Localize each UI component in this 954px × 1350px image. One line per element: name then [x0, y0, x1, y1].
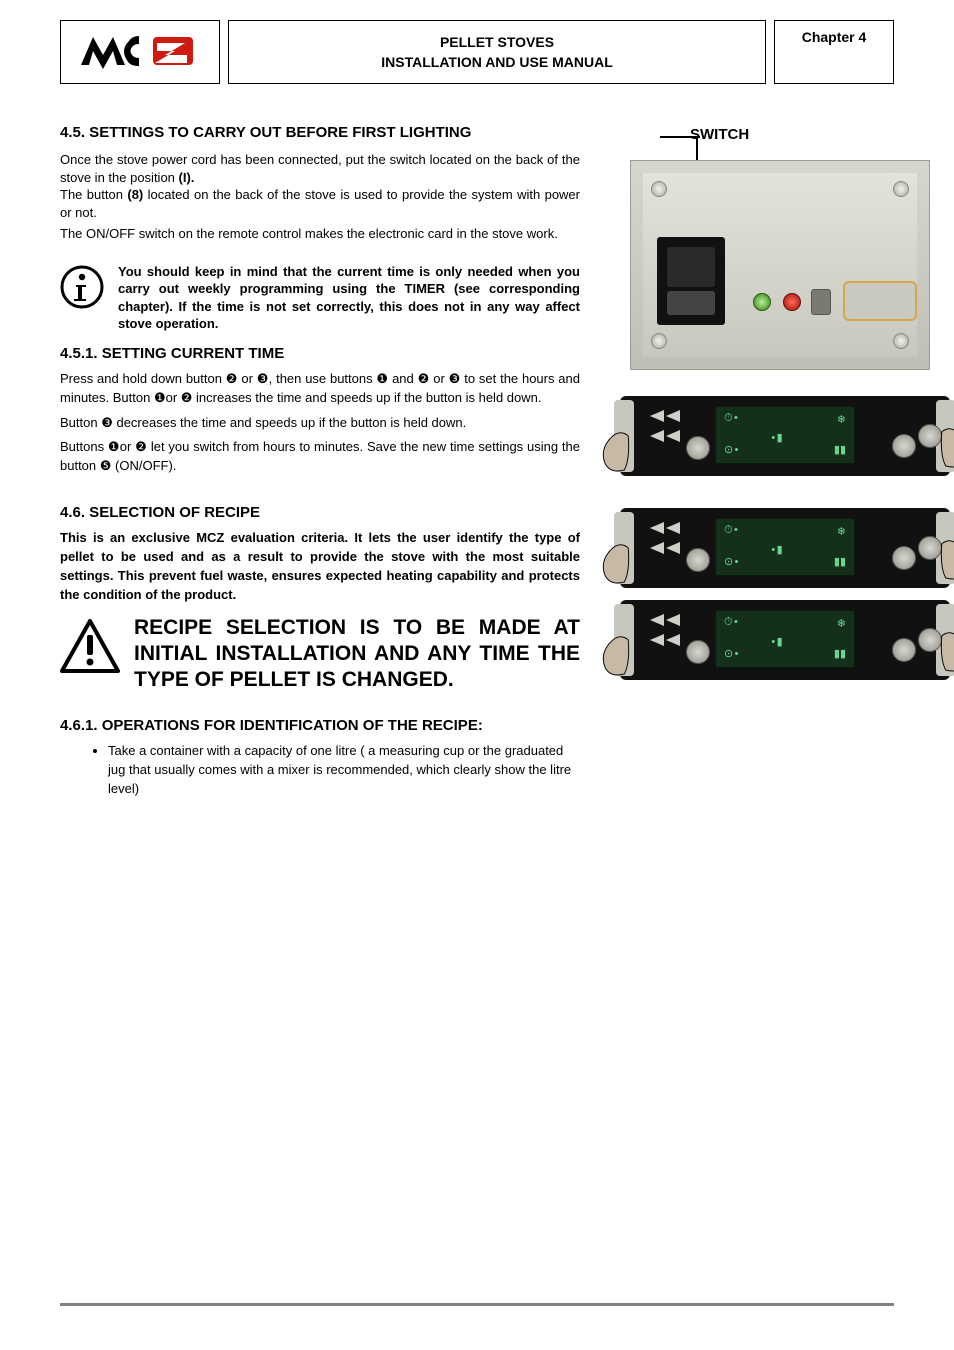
p-4-5-1: Once the stove power cord has been conne…	[60, 151, 580, 186]
power-button-icon	[892, 546, 916, 570]
header-title-1: PELLET STOVES	[239, 34, 755, 50]
hand-right-icon	[938, 626, 954, 674]
p-4-5-2: The button (8) located on the back of th…	[60, 186, 580, 221]
header-title-2: INSTALLATION AND USE MANUAL	[239, 54, 755, 70]
lcd-icon: ⏱• ❄ ⊙• ▮▮ •▮	[715, 518, 855, 576]
text: The button	[60, 187, 127, 202]
content-area: SWITCH ⏱• ❄ ⊙• ▮▮	[60, 124, 894, 799]
up-icon	[666, 522, 680, 534]
power-switch-icon	[667, 291, 715, 315]
power-button-icon	[892, 638, 916, 662]
power-socket-icon	[667, 247, 715, 287]
screw-icon	[651, 181, 667, 197]
left-column: 4.5. SETTINGS TO CARRY OUT BEFORE FIRST …	[60, 124, 580, 799]
lcd-seg-icon: ⊙•	[724, 443, 740, 457]
lcd-seg-icon: ❄	[837, 617, 846, 631]
round-button-icon	[686, 640, 710, 664]
list-item: Take a container with a capacity of one …	[108, 742, 580, 799]
panel-inner	[643, 173, 917, 357]
round-button-icon	[686, 436, 710, 460]
lcd-seg-icon: ▮▮	[834, 555, 846, 569]
lcd-seg-icon: ❄	[837, 413, 846, 427]
warning-icon	[60, 619, 120, 678]
lcd-seg-icon: •▮	[770, 543, 783, 557]
heading-4-5: 4.5. SETTINGS TO CARRY OUT BEFORE FIRST …	[60, 124, 580, 141]
remote-figure-2: ⏱• ❄ ⊙• ▮▮ •▮	[620, 508, 950, 588]
warning-note: RECIPE SELECTION IS TO BE MADE AT INITIA…	[60, 615, 580, 694]
power-button-icon	[892, 434, 916, 458]
p-4-5-3: The ON/OFF switch on the remote control …	[60, 225, 580, 243]
hand-left-icon	[594, 538, 632, 586]
lcd-seg-icon: ⊙•	[724, 647, 740, 661]
lcd-seg-icon: •▮	[770, 431, 783, 445]
fuse-icon	[811, 289, 831, 315]
screw-icon	[893, 333, 909, 349]
screw-icon	[651, 333, 667, 349]
heading-4-6-1: 4.6.1. OPERATIONS FOR IDENTIFICATION OF …	[60, 717, 580, 734]
down-icon	[666, 542, 680, 554]
remote-figure-1: ⏱• ❄ ⊙• ▮▮ •▮	[620, 396, 950, 476]
p-4-5-1-c: Buttons ❶or ❷ let you switch from hours …	[60, 438, 580, 476]
mcz-logo-icon	[79, 31, 199, 73]
up-icon	[650, 614, 664, 626]
lcd-seg-icon: ⏱•	[724, 413, 739, 425]
down-icon	[650, 430, 664, 442]
text: Once the stove power cord has been conne…	[60, 152, 580, 185]
chapter-cell: Chapter 4	[774, 20, 894, 84]
info-icon	[60, 265, 104, 314]
p-4-6-1: This is an exclusive MCZ evaluation crit…	[60, 529, 580, 604]
info-text: You should keep in mind that the current…	[118, 263, 580, 333]
header-title-cell: PELLET STOVES INSTALLATION AND USE MANUA…	[228, 20, 766, 84]
lcd-seg-icon: ⏱•	[724, 617, 739, 629]
hand-left-icon	[594, 630, 632, 678]
text-bold: (I).	[179, 170, 195, 185]
round-button-icon	[686, 548, 710, 572]
serial-port-icon	[843, 281, 917, 321]
up-icon	[666, 410, 680, 422]
info-note: You should keep in mind that the current…	[60, 263, 580, 333]
up-icon	[650, 522, 664, 534]
up-icon	[666, 614, 680, 626]
lcd-seg-icon: ▮▮	[834, 647, 846, 661]
switch-label: SWITCH	[690, 126, 749, 143]
led-red-icon	[783, 293, 801, 311]
lcd-seg-icon: ▮▮	[834, 443, 846, 457]
footer-rule	[60, 1303, 894, 1306]
lcd-seg-icon: •▮	[770, 635, 783, 649]
lcd-seg-icon: ❄	[837, 525, 846, 539]
logo-cell	[60, 20, 220, 84]
hand-right-icon	[938, 534, 954, 582]
remote-figure-3: ⏱• ❄ ⊙• ▮▮ •▮	[620, 600, 950, 680]
warning-text: RECIPE SELECTION IS TO BE MADE AT INITIA…	[134, 615, 580, 694]
page-header: PELLET STOVES INSTALLATION AND USE MANUA…	[60, 20, 894, 84]
chapter-label: Chapter 4	[802, 29, 867, 45]
down-icon	[666, 634, 680, 646]
lcd-seg-icon: ⏱•	[724, 525, 739, 537]
lcd-seg-icon: ⊙•	[724, 555, 740, 569]
screw-icon	[893, 181, 909, 197]
up-icon	[650, 410, 664, 422]
power-inlet-icon	[657, 237, 725, 325]
heading-4-6: 4.6. SELECTION OF RECIPE	[60, 504, 580, 521]
heading-4-5-1: 4.5.1. SETTING CURRENT TIME	[60, 345, 580, 362]
lcd-icon: ⏱• ❄ ⊙• ▮▮ •▮	[715, 610, 855, 668]
recipe-list: Take a container with a capacity of one …	[60, 742, 580, 799]
down-icon	[666, 430, 680, 442]
stove-back-panel-figure	[630, 160, 930, 370]
down-icon	[650, 542, 664, 554]
lcd-icon: ⏱• ❄ ⊙• ▮▮ •▮	[715, 406, 855, 464]
down-icon	[650, 634, 664, 646]
text-bold: (8)	[127, 187, 143, 202]
hand-left-icon	[594, 426, 632, 474]
p-4-5-1-a: Press and hold down button ❷ or ❸, then …	[60, 370, 580, 408]
p-4-5-1-b: Button ❸ decreases the time and speeds u…	[60, 414, 580, 433]
led-green-icon	[753, 293, 771, 311]
hand-right-icon	[938, 422, 954, 470]
